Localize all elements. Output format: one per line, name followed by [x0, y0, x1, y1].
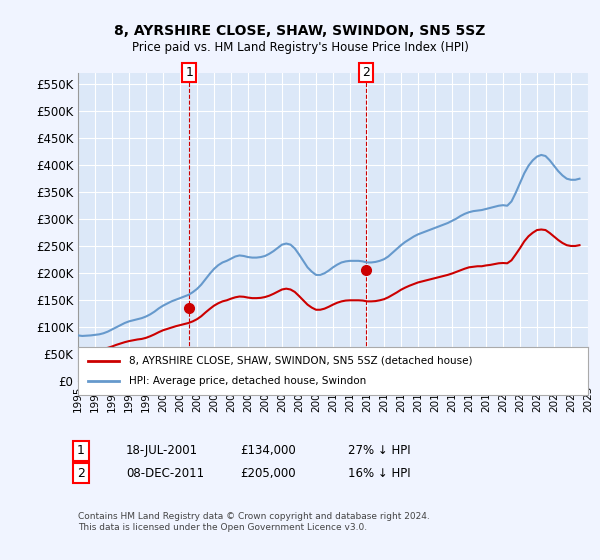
Text: 8, AYRSHIRE CLOSE, SHAW, SWINDON, SN5 5SZ: 8, AYRSHIRE CLOSE, SHAW, SWINDON, SN5 5S…: [115, 24, 485, 38]
Text: 18-JUL-2001: 18-JUL-2001: [126, 444, 198, 458]
Text: 16% ↓ HPI: 16% ↓ HPI: [348, 466, 410, 480]
Text: Price paid vs. HM Land Registry's House Price Index (HPI): Price paid vs. HM Land Registry's House …: [131, 41, 469, 54]
Text: 1: 1: [77, 444, 85, 458]
Text: 2: 2: [77, 466, 85, 480]
Text: £205,000: £205,000: [240, 466, 296, 480]
Text: 08-DEC-2011: 08-DEC-2011: [126, 466, 204, 480]
Text: 27% ↓ HPI: 27% ↓ HPI: [348, 444, 410, 458]
Text: HPI: Average price, detached house, Swindon: HPI: Average price, detached house, Swin…: [129, 376, 366, 386]
Text: 1: 1: [185, 66, 193, 80]
Text: Contains HM Land Registry data © Crown copyright and database right 2024.
This d: Contains HM Land Registry data © Crown c…: [78, 512, 430, 532]
Text: £134,000: £134,000: [240, 444, 296, 458]
Text: 8, AYRSHIRE CLOSE, SHAW, SWINDON, SN5 5SZ (detached house): 8, AYRSHIRE CLOSE, SHAW, SWINDON, SN5 5S…: [129, 356, 473, 366]
Text: 2: 2: [362, 66, 370, 80]
